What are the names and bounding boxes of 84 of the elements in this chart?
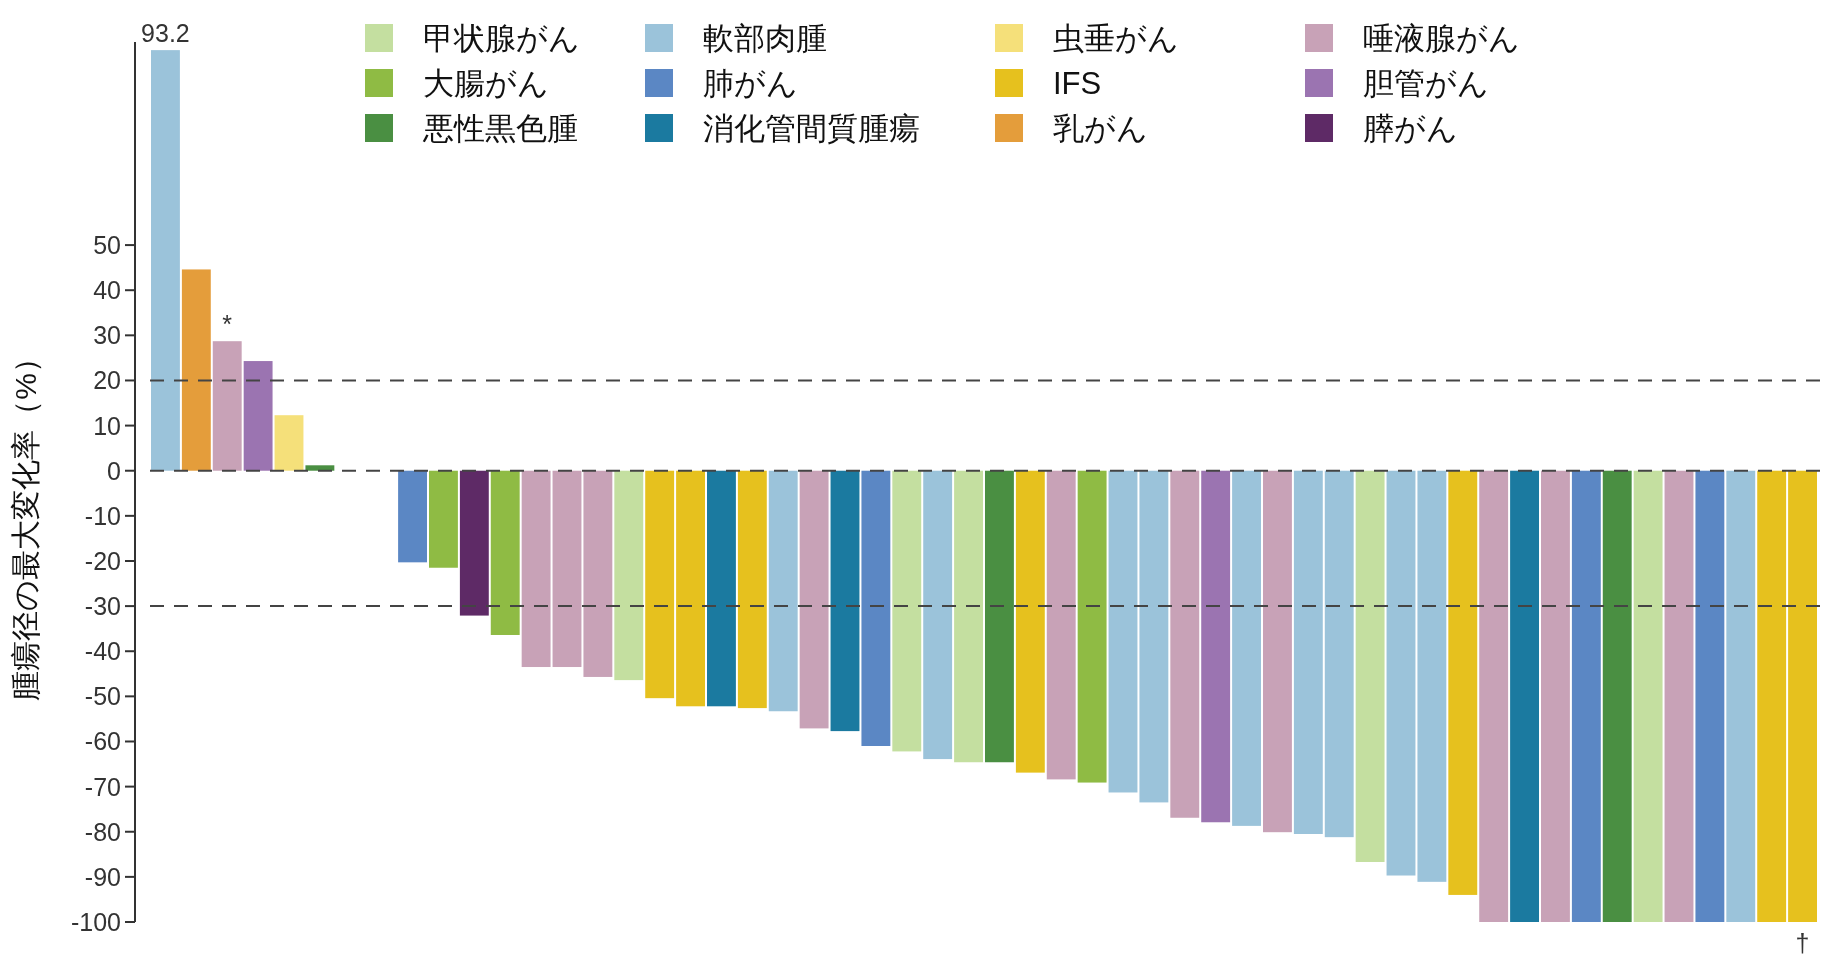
- y-tick-label: -90: [84, 862, 121, 891]
- y-tick-label: 50: [93, 231, 121, 260]
- bar: [1201, 470, 1231, 823]
- bar: [243, 361, 273, 471]
- legend-label: 大腸がん: [423, 66, 549, 101]
- legend-label: 消化管間質腫瘍: [703, 111, 920, 146]
- data-label: *: [222, 310, 233, 339]
- legend-label: 甲状腺がん: [423, 21, 580, 56]
- y-tick-label: -60: [84, 727, 121, 756]
- bar: [1293, 470, 1323, 834]
- bar: [707, 470, 736, 707]
- bar: [1695, 470, 1725, 922]
- bar: [799, 470, 829, 729]
- bar: [1417, 470, 1447, 882]
- bar: [398, 470, 427, 563]
- bar: [459, 470, 489, 616]
- bar: [1788, 470, 1817, 922]
- y-tick-label: 30: [93, 321, 121, 350]
- bar: [151, 50, 180, 471]
- legend-label: 肺がん: [703, 66, 798, 101]
- bar: [1232, 470, 1261, 826]
- bar: [1726, 470, 1756, 922]
- bar: [1263, 470, 1292, 833]
- bar: [954, 470, 983, 763]
- y-tick-label: 10: [93, 411, 121, 440]
- bar: [274, 415, 304, 471]
- bar: [1633, 470, 1663, 922]
- bar: [861, 470, 891, 746]
- legend-label: 膵がん: [1363, 111, 1458, 146]
- y-tick-label: -100: [70, 908, 121, 936]
- bar: [1602, 470, 1632, 922]
- bar: [1479, 470, 1509, 922]
- bar: [429, 470, 458, 568]
- legend-label: 悪性黒色腫: [422, 111, 578, 146]
- bar: [830, 470, 860, 732]
- bar: [181, 269, 211, 471]
- bar: [1355, 470, 1385, 862]
- data-label: †: [1795, 929, 1810, 957]
- bar: [737, 470, 767, 709]
- bar: [552, 470, 582, 668]
- bar: [923, 470, 953, 760]
- bar: [1386, 470, 1416, 876]
- bar: [521, 470, 551, 668]
- bar: [1324, 470, 1354, 838]
- legend-label: IFS: [1053, 66, 1102, 101]
- bar: [985, 470, 1014, 763]
- legend-label: 軟部肉腫: [703, 21, 827, 56]
- bar: [1448, 470, 1478, 895]
- bar: [1139, 470, 1169, 803]
- bar: [1757, 470, 1787, 922]
- bar: [1046, 470, 1076, 780]
- legend-label: 虫垂がん: [1053, 21, 1179, 56]
- legend-label: 胆管がん: [1363, 66, 1489, 101]
- bar: [645, 470, 675, 699]
- y-tick-label: -70: [84, 772, 121, 801]
- y-tick-label: -50: [84, 682, 121, 711]
- y-tick-label: 0: [107, 456, 121, 485]
- y-tick-label: -10: [84, 501, 121, 530]
- y-axis-title: 腫瘍径の最大変化率（%）: [9, 343, 42, 701]
- y-tick-label: 20: [93, 366, 121, 395]
- bar: [1077, 470, 1107, 783]
- legend-label: 乳がん: [1053, 111, 1148, 146]
- bar: [1571, 470, 1601, 922]
- bar: [1108, 470, 1138, 793]
- bar: [1170, 470, 1200, 818]
- bar: [1541, 470, 1570, 922]
- bar: [212, 341, 242, 471]
- bar: [1664, 470, 1694, 922]
- y-tick-label: -80: [84, 817, 121, 846]
- legend-label: 唾液腺がん: [1363, 21, 1520, 56]
- y-tick-label: -30: [84, 592, 121, 621]
- y-tick-label: 40: [93, 276, 121, 305]
- bar: [305, 465, 335, 471]
- y-tick-label: -40: [84, 637, 121, 666]
- bar: [676, 470, 705, 707]
- bar: [614, 470, 644, 681]
- bar: [768, 470, 798, 712]
- bar: [892, 470, 922, 752]
- bar: [1510, 470, 1539, 922]
- y-tick-label: -20: [84, 546, 121, 575]
- bar: [1015, 470, 1045, 773]
- data-label: 93.2: [141, 19, 190, 48]
- bar: [583, 470, 613, 677]
- bar: [490, 470, 520, 635]
